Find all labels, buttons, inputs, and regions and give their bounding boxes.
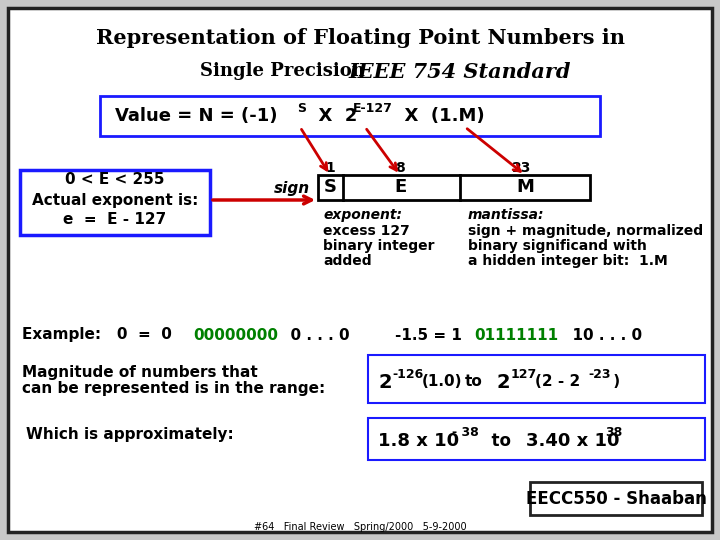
Text: sign: sign — [274, 180, 310, 195]
Text: excess 127: excess 127 — [323, 224, 410, 238]
Text: S: S — [297, 103, 306, 116]
Text: (1.0): (1.0) — [422, 375, 462, 389]
Text: a hidden integer bit:  1.M: a hidden integer bit: 1.M — [468, 254, 667, 268]
Text: (2 - 2: (2 - 2 — [535, 375, 580, 389]
Text: IEEE 754 Standard: IEEE 754 Standard — [348, 62, 570, 82]
FancyBboxPatch shape — [100, 96, 600, 136]
Text: to: to — [480, 432, 523, 450]
Text: Representation of Floating Point Numbers in: Representation of Floating Point Numbers… — [96, 28, 624, 48]
Text: E: E — [395, 178, 407, 196]
Text: Actual exponent is:: Actual exponent is: — [32, 192, 198, 207]
Text: Single Precision: Single Precision — [200, 62, 377, 80]
Text: 3.40 x 10: 3.40 x 10 — [526, 432, 619, 450]
Text: -1.5 = 1: -1.5 = 1 — [395, 327, 472, 342]
Text: 01111111: 01111111 — [474, 327, 558, 342]
Text: S: S — [323, 178, 336, 196]
Text: binary integer: binary integer — [323, 239, 434, 253]
Text: e  =  E - 127: e = E - 127 — [63, 213, 166, 227]
Text: added: added — [323, 254, 372, 268]
Text: ): ) — [608, 375, 620, 389]
Text: 1: 1 — [325, 161, 335, 175]
Text: sign + magnitude, normalized: sign + magnitude, normalized — [468, 224, 703, 238]
Text: -126: -126 — [392, 368, 423, 381]
Text: E-127: E-127 — [353, 103, 393, 116]
Text: X  (1.M): X (1.M) — [392, 107, 485, 125]
Text: to: to — [465, 375, 482, 389]
Text: X  2: X 2 — [306, 107, 357, 125]
Text: binary significand with: binary significand with — [468, 239, 647, 253]
Text: Magnitude of numbers that: Magnitude of numbers that — [22, 365, 258, 380]
FancyBboxPatch shape — [368, 355, 705, 403]
Text: EECC550 - Shaaban: EECC550 - Shaaban — [526, 490, 706, 508]
Text: 2: 2 — [378, 373, 392, 392]
Text: 0 < E < 255: 0 < E < 255 — [66, 172, 165, 187]
Text: 10 . . . 0: 10 . . . 0 — [562, 327, 642, 342]
Text: 38: 38 — [605, 427, 622, 440]
Text: -23: -23 — [588, 368, 611, 381]
FancyBboxPatch shape — [530, 482, 702, 515]
Text: 127: 127 — [511, 368, 537, 381]
Text: 0 . . . 0: 0 . . . 0 — [280, 327, 350, 342]
Text: 2: 2 — [497, 373, 510, 392]
Text: - 38: - 38 — [452, 427, 479, 440]
Text: Value = N = (-1): Value = N = (-1) — [115, 107, 277, 125]
Text: can be represented is in the range:: can be represented is in the range: — [22, 381, 325, 396]
Text: #64   Final Review   Spring/2000   5-9-2000: #64 Final Review Spring/2000 5-9-2000 — [253, 522, 467, 532]
Text: 1.8 x 10: 1.8 x 10 — [378, 432, 459, 450]
Text: 00000000: 00000000 — [193, 327, 278, 342]
Text: exponent:: exponent: — [323, 208, 402, 222]
FancyBboxPatch shape — [20, 170, 210, 235]
Text: M: M — [516, 178, 534, 196]
Text: mantissa:: mantissa: — [468, 208, 544, 222]
FancyBboxPatch shape — [318, 175, 590, 200]
Text: 8: 8 — [395, 161, 405, 175]
Text: 23: 23 — [513, 161, 531, 175]
Text: Which is approximately:: Which is approximately: — [26, 428, 234, 442]
FancyBboxPatch shape — [368, 418, 705, 460]
Text: Example:   0  =  0: Example: 0 = 0 — [22, 327, 182, 342]
FancyBboxPatch shape — [8, 8, 712, 532]
